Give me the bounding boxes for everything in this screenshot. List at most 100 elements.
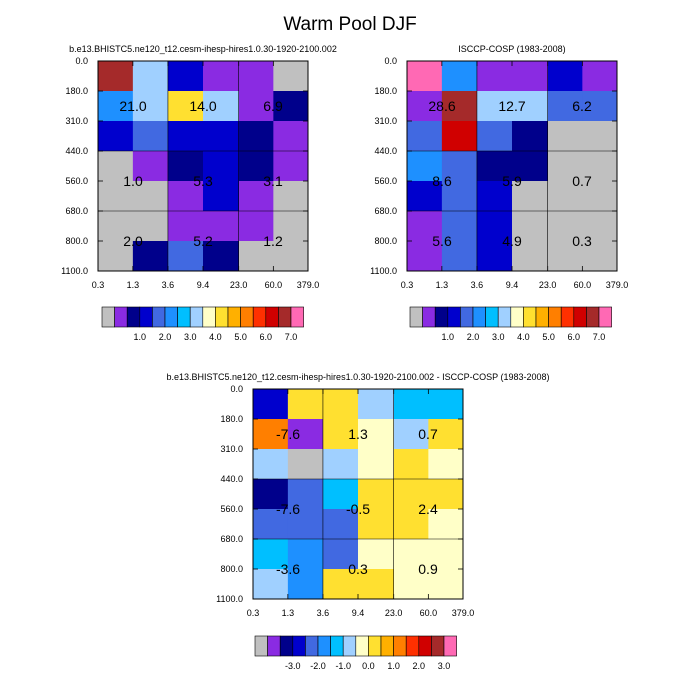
colorbar-label: 5.0 xyxy=(542,332,555,342)
colorbar-swatch xyxy=(240,306,254,328)
heatmap-cell xyxy=(428,569,464,600)
x-tick-label: 3.6 xyxy=(317,608,330,618)
heatmap-cell xyxy=(407,121,443,152)
value-label: 8.6 xyxy=(432,173,452,189)
value-label: 6.9 xyxy=(263,98,283,114)
heatmap-cell xyxy=(547,91,583,122)
y-tick-label: 310.0 xyxy=(374,116,397,126)
x-tick-label: 9.4 xyxy=(506,280,519,290)
panel-title: b.e13.BHISTC5.ne120_t12.cesm-ihesp-hires… xyxy=(166,372,549,382)
colorbar-swatch xyxy=(431,635,445,657)
x-tick-label: 23.0 xyxy=(230,280,248,290)
value-label: 0.3 xyxy=(572,233,592,249)
heatmap-cell xyxy=(547,241,583,272)
value-label: 1.3 xyxy=(348,426,368,442)
heatmap-cell xyxy=(273,211,309,242)
colorbar-swatch xyxy=(523,306,537,328)
heatmap-panel-3: b.e13.BHISTC5.ne120_t12.cesm-ihesp-hires… xyxy=(166,372,549,671)
colorbar-swatch xyxy=(101,306,115,328)
heatmap-cell xyxy=(358,479,394,510)
heatmap-cell xyxy=(358,419,394,450)
colorbar-label: 2.0 xyxy=(159,332,172,342)
heatmap-cell xyxy=(582,61,618,92)
colorbar-swatch xyxy=(368,635,382,657)
colorbar-swatch xyxy=(164,306,178,328)
heatmap-cell xyxy=(167,91,204,122)
colorbar-label: 4.0 xyxy=(209,332,222,342)
heatmap-cell xyxy=(393,389,429,420)
heatmap-cell xyxy=(358,449,394,480)
x-tick-label: 1.3 xyxy=(436,280,449,290)
colorbar-swatch xyxy=(215,306,229,328)
colorbar-swatch xyxy=(305,635,319,657)
x-tick-label: 0.3 xyxy=(401,280,414,290)
x-tick-label: 379.0 xyxy=(452,608,475,618)
heatmap-cell xyxy=(167,241,204,272)
heatmap-cell xyxy=(287,419,324,450)
colorbar-swatch xyxy=(573,306,587,328)
heatmap-cell xyxy=(547,61,583,92)
y-tick-label: 1100.0 xyxy=(370,266,397,276)
colorbar-swatch xyxy=(355,635,369,657)
colorbar-swatch xyxy=(267,635,281,657)
heatmap-cell xyxy=(273,121,309,152)
value-label: 2.4 xyxy=(418,501,438,517)
heatmap-cell xyxy=(512,91,548,122)
heatmap-cell xyxy=(512,61,548,92)
value-label: 2.0 xyxy=(123,233,143,249)
value-label: 5.9 xyxy=(502,173,522,189)
x-tick-label: 9.4 xyxy=(352,608,365,618)
heatmap-cell xyxy=(203,121,239,152)
colorbar-swatch xyxy=(278,306,292,328)
colorbar-swatch xyxy=(443,635,457,657)
heatmap-cell xyxy=(253,419,289,450)
heatmap-cell xyxy=(393,419,429,450)
colorbar-swatch xyxy=(422,306,436,328)
x-tick-label: 23.0 xyxy=(385,608,403,618)
y-tick-label: 0.0 xyxy=(230,384,243,394)
value-label: 0.7 xyxy=(418,426,438,442)
heatmap-cell xyxy=(428,449,464,480)
colorbar-label: -1.0 xyxy=(335,661,351,671)
colorbar-swatch xyxy=(252,306,267,328)
y-tick-label: 680.0 xyxy=(220,534,243,544)
colorbar-label: 4.0 xyxy=(517,332,530,342)
heatmap-cell xyxy=(441,61,478,92)
heatmap-cell xyxy=(238,61,274,92)
heatmap-cell xyxy=(322,479,359,510)
y-tick-label: 180.0 xyxy=(65,86,88,96)
heatmap-cell xyxy=(322,539,359,570)
heatmap-cell xyxy=(476,61,513,92)
heatmap-cell xyxy=(547,151,583,182)
x-tick-label: 379.0 xyxy=(297,280,320,290)
value-label: -7.6 xyxy=(276,426,300,442)
heatmap-cell xyxy=(407,61,443,92)
y-tick-label: 560.0 xyxy=(65,176,88,186)
colorbar-swatch xyxy=(126,306,141,328)
heatmap-cell xyxy=(393,539,429,570)
heatmap-cell xyxy=(287,449,324,480)
heatmap-cell xyxy=(407,211,443,242)
colorbar-label: 6.0 xyxy=(260,332,273,342)
colorbar-label: 1.0 xyxy=(442,332,455,342)
heatmap-cell xyxy=(476,181,513,212)
heatmap-cell xyxy=(428,539,464,570)
heatmap-cell xyxy=(132,181,169,212)
heatmap-cell xyxy=(358,539,394,570)
colorbar-swatch xyxy=(254,635,268,657)
heatmap-cell xyxy=(322,389,359,420)
heatmap-cell xyxy=(253,449,289,480)
heatmap-cell xyxy=(582,91,618,122)
x-tick-label: 60.0 xyxy=(265,280,283,290)
colorbar-swatch xyxy=(535,306,549,328)
page-title: Warm Pool DJF xyxy=(283,14,416,35)
heatmap-cell xyxy=(287,539,324,570)
y-tick-label: 800.0 xyxy=(220,564,243,574)
colorbar-swatch xyxy=(189,306,204,328)
heatmap-cell xyxy=(407,91,443,122)
heatmap-cell xyxy=(476,151,513,182)
colorbar-swatch xyxy=(405,635,420,657)
heatmap-cell xyxy=(476,241,513,272)
value-label: 5.3 xyxy=(193,173,213,189)
colorbar-label: 0.0 xyxy=(362,661,375,671)
